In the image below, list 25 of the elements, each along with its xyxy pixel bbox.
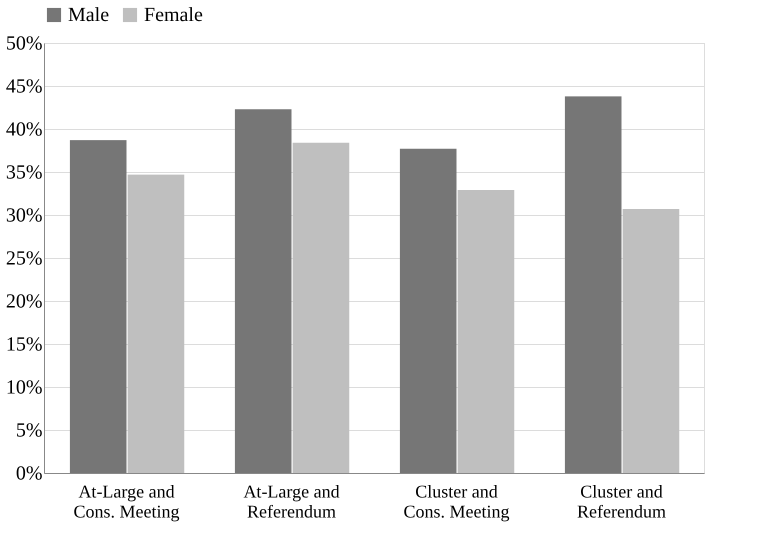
x-tick-label: At-Large and Referendum [243, 482, 340, 522]
y-tick-label: 35% [6, 162, 42, 184]
bar [70, 140, 126, 473]
legend-label: Male [68, 4, 110, 26]
bar [564, 96, 622, 473]
y-tick-label: 45% [6, 76, 42, 98]
y-tick-label: 0% [16, 462, 42, 484]
y-tick-label: 5% [16, 420, 42, 442]
bar [458, 190, 514, 473]
y-tick-label: 20% [6, 290, 42, 312]
y-tick-label: 10% [6, 376, 42, 398]
bar [292, 142, 350, 473]
y-tick-label: 15% [6, 334, 42, 356]
y-tick-label: 40% [6, 118, 42, 140]
y-tick-label: 30% [6, 204, 42, 226]
y-tick-label: 25% [6, 248, 42, 270]
bar [128, 174, 184, 473]
x-tick-label: Cluster and Referendum [577, 482, 666, 522]
y-tick-label: 50% [6, 32, 42, 54]
bar [622, 208, 680, 473]
bar [234, 109, 292, 473]
x-tick-label: Cluster and Cons. Meeting [404, 482, 510, 522]
x-tick-label: At-Large and Cons. Meeting [74, 482, 180, 522]
legend-label: Female [144, 4, 203, 26]
bar [400, 148, 456, 473]
